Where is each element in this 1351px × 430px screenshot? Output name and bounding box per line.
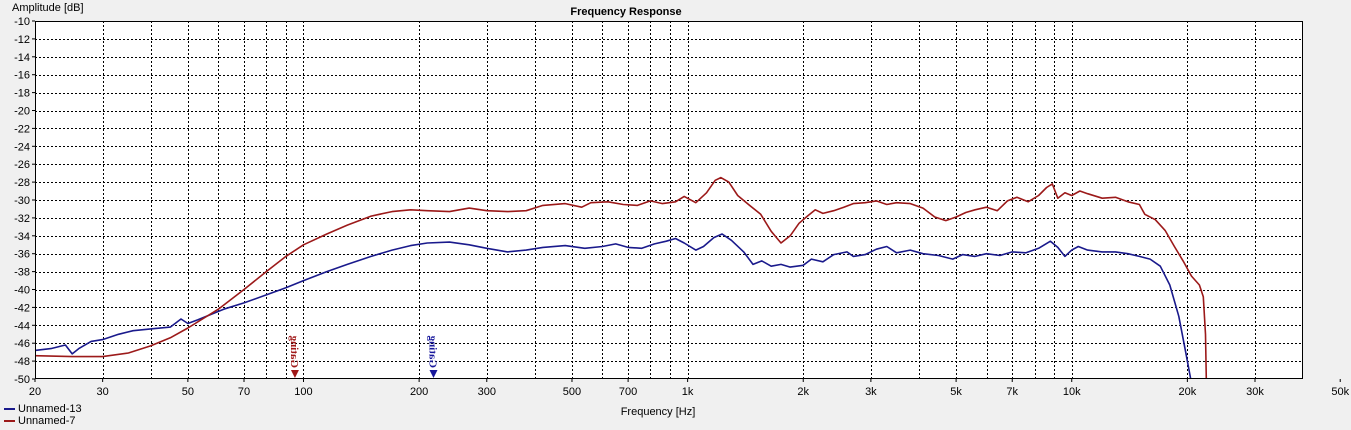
x-tick-label: 20k [1178, 386, 1196, 398]
y-tick-label: -12 [14, 34, 30, 46]
x-tick-label: 50k [1331, 386, 1349, 398]
x-tick-label: 7k [1006, 386, 1018, 398]
y-tick-label: -22 [14, 123, 30, 135]
x-tick-label: 200 [410, 386, 428, 398]
gating-marker[interactable]: Gating [288, 335, 300, 378]
x-tick-label: 500 [563, 386, 581, 398]
legend-label-unnamed-7: Unnamed-7 [18, 415, 76, 427]
series-line-unnamed-7 [34, 176, 1208, 380]
x-tick-label: 3k [865, 386, 877, 398]
gating-marker-triangle [429, 370, 438, 378]
legend-item-unnamed-13[interactable]: Unnamed-13 [4, 403, 82, 415]
x-tick-label: 30k [1246, 386, 1264, 398]
y-tick-label: -28 [14, 177, 30, 189]
x-tick-label: 30 [97, 386, 109, 398]
gating-marker[interactable]: Gating [426, 335, 438, 378]
legend-label-unnamed-13: Unnamed-13 [18, 403, 82, 415]
gating-marker-triangle [290, 370, 299, 378]
x-axis-label: Frequency [Hz] [621, 406, 696, 418]
y-tick-label: -24 [14, 141, 30, 153]
series-line-unnamed-13 [34, 233, 1192, 380]
y-tick-label: -26 [14, 159, 30, 171]
legend-swatch-unnamed-13 [4, 408, 15, 410]
y-tick-label: -32 [14, 213, 30, 225]
plot-frame [35, 21, 1303, 379]
x-tick-label: 50 [182, 386, 194, 398]
y-tick-label: -46 [14, 338, 30, 350]
y-tick-label: -10 [14, 16, 30, 28]
y-tick-label: -30 [14, 195, 30, 207]
chart-title: Frequency Response [570, 6, 681, 18]
x-tick-label: 5k [950, 386, 962, 398]
x-tick-label: 100 [294, 386, 312, 398]
y-tick-label: -34 [14, 231, 30, 243]
x-tick-label: 2k [797, 386, 809, 398]
y-tick-label: -42 [14, 302, 30, 314]
y-tick-label: -44 [14, 320, 30, 332]
y-tick-label: -18 [14, 88, 30, 100]
y-tick-label: -50 [14, 374, 30, 386]
y-tick-label: -14 [14, 52, 30, 64]
legend: Unnamed-13 Unnamed-7 [4, 403, 82, 427]
x-tick-label: 20 [29, 386, 41, 398]
y-tick-label: -36 [14, 249, 30, 261]
x-tick-label: 70 [238, 386, 250, 398]
y-tick-label: -40 [14, 285, 30, 297]
x-tick-label: 700 [619, 386, 637, 398]
y-tick-label: -16 [14, 70, 30, 82]
x-tick-label: 10k [1063, 386, 1081, 398]
legend-swatch-unnamed-7 [4, 420, 15, 422]
y-tick-label: -38 [14, 267, 30, 279]
x-tick-label: 300 [478, 386, 496, 398]
y-tick-label: -48 [14, 356, 30, 368]
gating-marker-label: Gating [426, 335, 438, 368]
y-axis-label: Amplitude [dB] [12, 2, 84, 14]
legend-item-unnamed-7[interactable]: Unnamed-7 [4, 415, 82, 427]
x-tick-label: 1k [682, 386, 694, 398]
y-tick-label: -20 [14, 106, 30, 118]
gating-marker-label: Gating [288, 335, 300, 368]
